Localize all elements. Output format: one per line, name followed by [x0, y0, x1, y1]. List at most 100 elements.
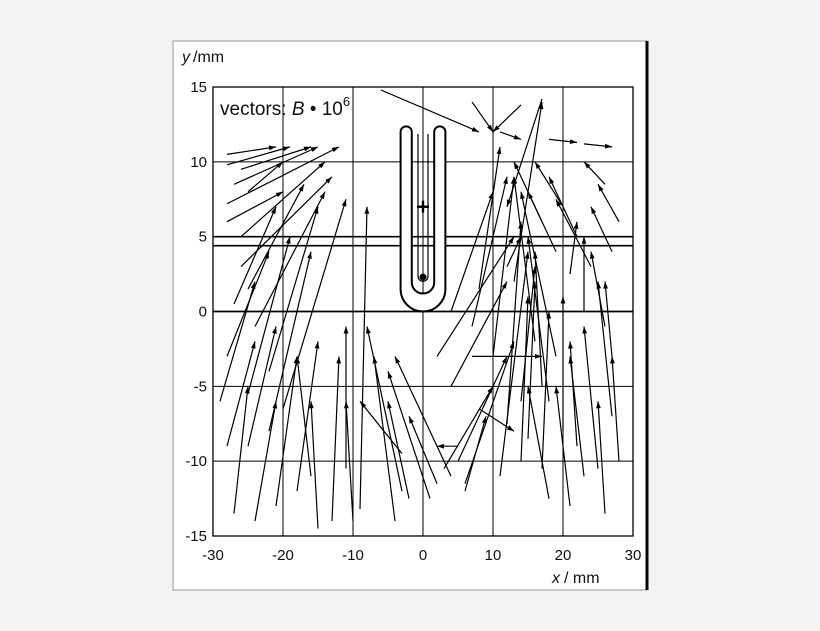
vector-arrow — [408, 416, 438, 484]
vector-head — [503, 176, 508, 185]
vector-shaft — [478, 146, 501, 290]
x-tick-label: 0 — [419, 547, 427, 564]
vector-shaft — [597, 183, 620, 222]
vector-shaft — [219, 281, 256, 402]
y-tick-label: -15 — [185, 528, 207, 545]
vector-shaft — [611, 356, 620, 462]
vector-shaft — [450, 281, 508, 387]
vector-head — [268, 145, 276, 151]
annotation-exp: 6 — [343, 94, 350, 109]
vector-shaft — [233, 206, 277, 305]
x-tick-labels: -30 -20 -10 0 10 20 30 — [202, 547, 641, 564]
vector-head — [314, 341, 320, 349]
vector-arrow — [219, 281, 256, 402]
vector-arrow — [359, 206, 370, 510]
vector-arrow — [226, 341, 256, 447]
vector-head — [272, 326, 277, 334]
vector-head — [275, 191, 283, 198]
vector-head — [244, 386, 250, 394]
conductor-inner-line — [417, 133, 429, 282]
vector-head — [298, 184, 304, 192]
vector-shaft — [590, 251, 606, 327]
vector-shaft — [240, 161, 326, 238]
vector-shaft — [247, 326, 277, 447]
vector-arrow — [583, 161, 606, 185]
vector-arrow — [296, 341, 320, 492]
vector-shaft — [226, 341, 256, 447]
vector-head — [603, 281, 609, 289]
y-tick-label: -5 — [194, 378, 207, 395]
vector-shaft — [443, 386, 494, 469]
vector-arrow — [457, 356, 508, 462]
vector-head — [319, 191, 325, 200]
y-tick-label: 10 — [190, 154, 207, 171]
vector-arrow — [233, 206, 277, 305]
vector-head — [514, 161, 520, 170]
vector-arrow — [308, 401, 319, 529]
vector-shaft — [436, 236, 515, 357]
vector-arrow — [233, 386, 250, 514]
vector-arrow — [282, 199, 347, 409]
vector-shaft — [345, 401, 354, 522]
vector-head — [604, 143, 612, 149]
vector-shaft — [310, 401, 319, 529]
vector-arrow — [589, 251, 606, 327]
vector-head — [596, 401, 601, 409]
vector-head — [318, 161, 325, 169]
vector-shaft — [247, 161, 284, 193]
vector-arrow — [597, 183, 620, 222]
x-tick-label: -10 — [342, 547, 364, 564]
vector-head — [610, 356, 615, 364]
vector-arrow — [492, 104, 522, 133]
vector-head — [526, 236, 532, 244]
vector-shaft — [282, 199, 347, 409]
vector-arrow — [437, 443, 458, 449]
vector-arrow — [247, 184, 305, 290]
vector-shaft — [541, 311, 550, 469]
vector-shaft — [583, 326, 599, 469]
vector-arrow — [581, 236, 587, 312]
vector-arrow — [254, 401, 278, 522]
vector-arrow — [226, 145, 277, 155]
vector-shaft — [450, 191, 494, 312]
vector-arrow — [331, 356, 342, 522]
vector-head — [272, 401, 278, 409]
x-tick-label: -30 — [202, 547, 224, 564]
vector-head — [515, 236, 521, 245]
vector-shaft — [569, 356, 585, 477]
vector-head — [310, 146, 318, 152]
y-axis-label: y/mm — [181, 49, 224, 66]
vector-shaft — [366, 326, 403, 492]
vector-arrow — [555, 198, 592, 267]
vector-head — [560, 296, 566, 304]
vector-head — [496, 146, 502, 155]
vector-head — [360, 401, 367, 409]
vector-shaft — [534, 251, 543, 387]
vector-arrow — [380, 89, 480, 133]
vector-head — [591, 206, 597, 215]
vector-arrow — [233, 146, 319, 185]
vector-head — [303, 146, 311, 152]
vector-shaft — [534, 161, 564, 208]
vector-arrow — [359, 400, 403, 455]
vector-arrow — [610, 356, 620, 462]
vector-shaft — [226, 191, 284, 223]
vector-head — [493, 125, 500, 132]
vector-arrow — [268, 206, 319, 372]
vector-arrow — [603, 281, 613, 357]
vector-head — [282, 146, 290, 152]
figure-frame — [172, 40, 648, 591]
vector-shaft — [394, 356, 452, 477]
y-tick-label: 15 — [190, 79, 207, 96]
vector-shaft — [555, 386, 571, 507]
vector-shaft — [226, 146, 277, 155]
vector-head — [271, 206, 276, 215]
vector-arrow — [247, 161, 284, 193]
y-axis-unit: /mm — [193, 49, 224, 66]
vector-shaft — [275, 356, 298, 507]
vector-arrow — [471, 101, 494, 133]
vector-head — [554, 386, 560, 394]
vector-arrow — [499, 251, 530, 477]
vector-head — [538, 101, 544, 110]
